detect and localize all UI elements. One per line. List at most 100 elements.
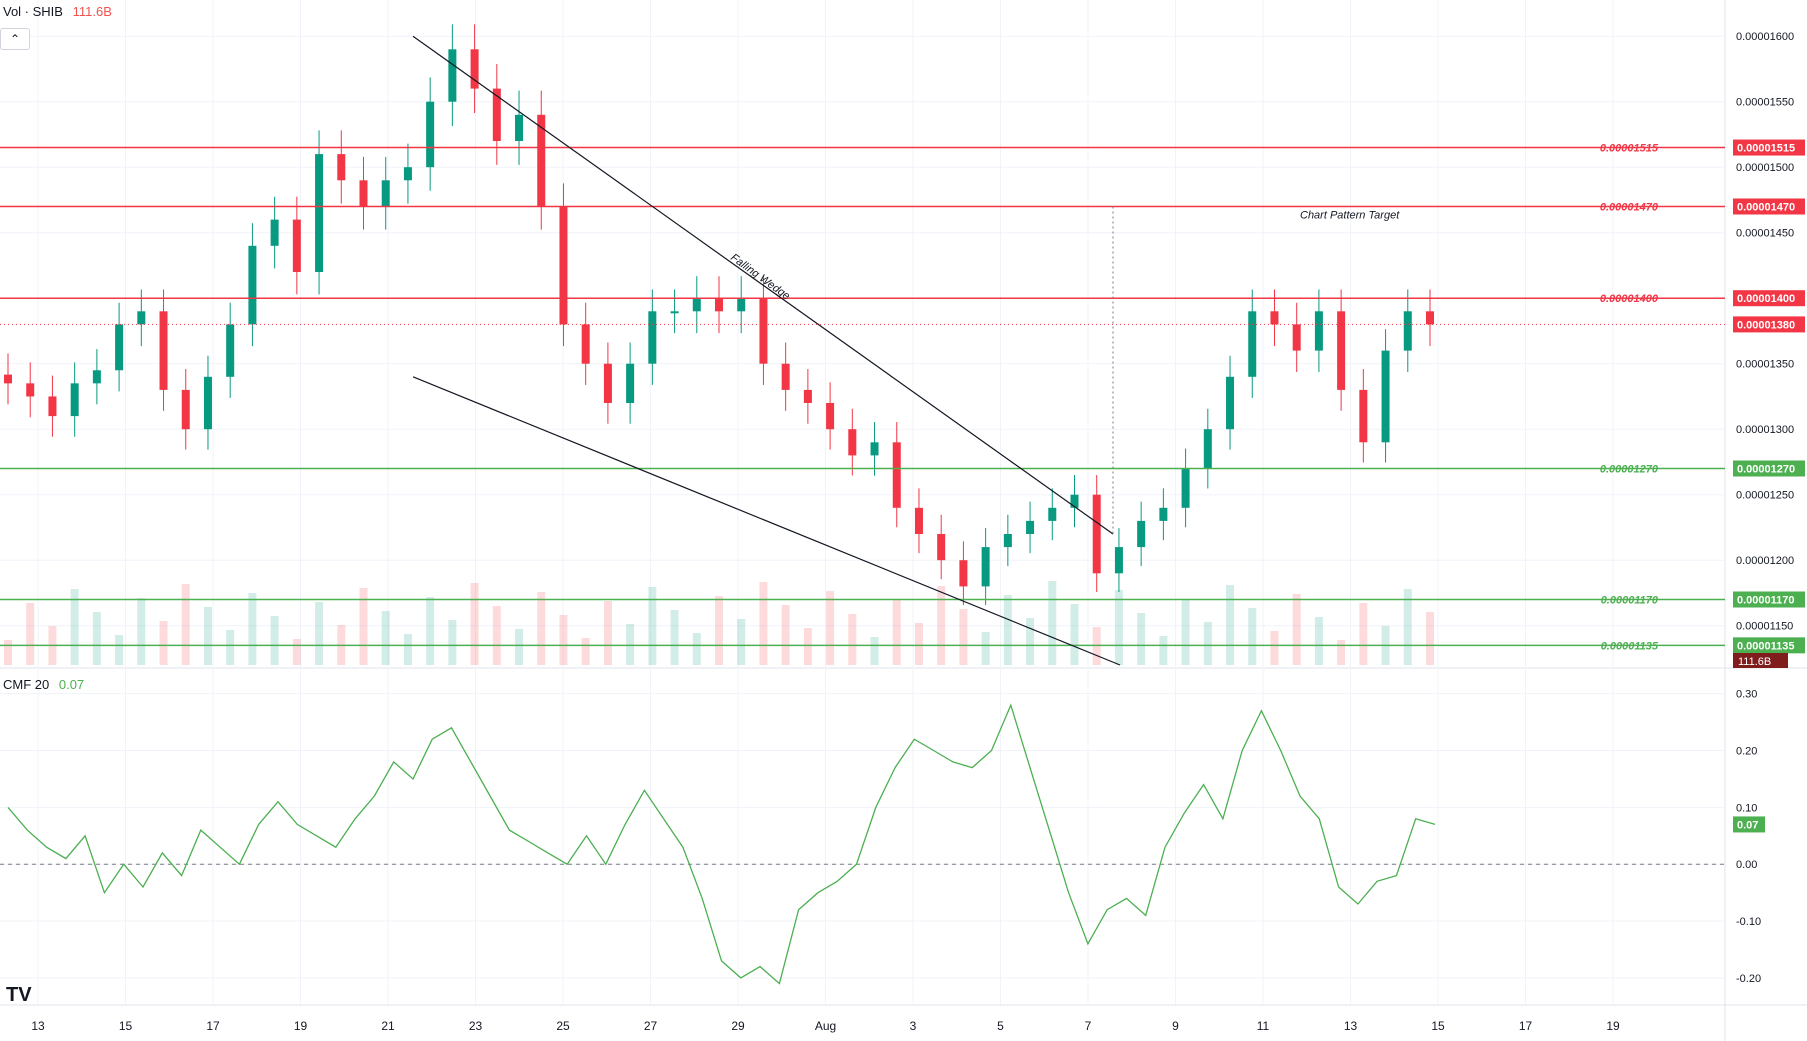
candle-body xyxy=(1026,520,1035,534)
time-tick-label: 27 xyxy=(644,1019,658,1033)
volume-bar xyxy=(1159,636,1168,665)
volume-bar xyxy=(137,598,146,665)
time-tick-label: 13 xyxy=(31,1019,45,1033)
candle-body xyxy=(759,298,768,364)
time-tick-label: 11 xyxy=(1257,1019,1270,1033)
volume-bar xyxy=(914,623,923,665)
cmf-value-badge xyxy=(1733,816,1765,833)
cmf-tick-label: 0.10 xyxy=(1736,802,1757,814)
level-label: 0.00001170 xyxy=(1601,595,1659,607)
volume-bar xyxy=(892,600,901,665)
volume-bar xyxy=(537,592,546,665)
cmf-tick-label: -0.20 xyxy=(1736,973,1761,985)
candle-body xyxy=(1092,494,1101,574)
volume-bar xyxy=(270,616,279,665)
candle-body xyxy=(537,114,546,207)
volume-legend: Vol · SHIB 111.6B xyxy=(3,4,112,19)
cmf-tick-label: 0.30 xyxy=(1736,689,1757,701)
volume-bar xyxy=(1292,594,1301,665)
volume-bar xyxy=(715,596,723,665)
volume-bar xyxy=(1226,585,1235,665)
wedge-lower-line xyxy=(412,376,1121,666)
candle-body xyxy=(737,298,746,312)
volume-bar xyxy=(959,609,968,665)
price-tick-label: 0.00001500 xyxy=(1736,162,1794,174)
candle-body xyxy=(115,324,124,371)
volume-bar xyxy=(181,584,190,665)
time-tick-label: 5 xyxy=(997,1019,1004,1033)
candle-body xyxy=(92,370,101,384)
level-badge xyxy=(1733,290,1805,307)
candle-body xyxy=(1314,311,1323,351)
volume-bar xyxy=(626,624,635,665)
level-label: 0.00001135 xyxy=(1601,640,1659,652)
candle-body xyxy=(1048,507,1057,521)
candle-body xyxy=(1181,468,1190,508)
volume-label: Vol · SHIB xyxy=(3,4,63,19)
price-tick-label: 0.00001200 xyxy=(1736,555,1794,567)
volume-bar xyxy=(426,597,435,665)
price-tick-label: 0.00001250 xyxy=(1736,490,1794,502)
level-badge-text: 0.00001470 xyxy=(1737,202,1795,214)
level-badge xyxy=(1733,637,1805,654)
cmf-value: 0.07 xyxy=(58,677,85,692)
tradingview-logo: TV xyxy=(6,984,32,1006)
level-badge xyxy=(1733,591,1805,608)
level-badge xyxy=(1733,198,1805,215)
volume-bar xyxy=(248,593,257,665)
price-tick-label: 0.00001600 xyxy=(1736,31,1794,43)
candle-body xyxy=(137,311,146,325)
candle-body xyxy=(1270,311,1279,325)
volume-bar xyxy=(4,640,12,665)
volume-bar xyxy=(92,612,101,665)
candle-body xyxy=(4,374,12,384)
candle-body xyxy=(870,442,879,456)
volume-bar xyxy=(159,621,168,665)
level-badge xyxy=(1733,460,1805,477)
volume-bar xyxy=(1314,617,1323,665)
candle-body xyxy=(270,219,279,246)
time-tick-label: 19 xyxy=(294,1019,308,1033)
time-tick-label: Aug xyxy=(815,1019,836,1033)
price-tick-label: 0.00001450 xyxy=(1736,228,1794,240)
cmf-legend: CMF 20 0.07 xyxy=(3,677,84,692)
volume-bar xyxy=(870,637,879,665)
volume-bar xyxy=(1003,595,1012,665)
candle-body xyxy=(492,88,501,141)
volume-bar xyxy=(1137,613,1146,665)
level-badge-text: 0.00001270 xyxy=(1737,464,1795,476)
level-badge xyxy=(1733,139,1805,156)
volume-bar xyxy=(359,588,368,665)
candle-body xyxy=(26,383,35,397)
volume-bar xyxy=(1026,618,1035,665)
level-badge-text: 0.00001135 xyxy=(1737,640,1795,652)
chevron-up-icon[interactable]: ⌃ xyxy=(0,28,30,50)
candle-body xyxy=(559,206,568,325)
candle-body xyxy=(715,298,723,312)
volume-badge xyxy=(1733,653,1788,668)
time-tick-label: 25 xyxy=(556,1019,570,1033)
volume-bar xyxy=(737,619,746,665)
volume-bar xyxy=(26,603,35,665)
candle-body xyxy=(937,534,946,561)
time-tick-label: 17 xyxy=(1519,1019,1533,1033)
candle-body xyxy=(315,154,324,272)
candle-body xyxy=(781,363,790,390)
level-label: 0.00001400 xyxy=(1600,293,1659,305)
volume-bar xyxy=(603,601,612,665)
cmf-tick-label: -0.10 xyxy=(1736,916,1761,928)
volume-bar xyxy=(381,611,390,665)
volume-bar xyxy=(826,591,835,665)
candle-body xyxy=(626,363,635,403)
volume-bar xyxy=(492,606,501,665)
volume-bar xyxy=(226,630,235,665)
candle-body xyxy=(181,389,190,430)
volume-bar xyxy=(1337,640,1346,665)
price-tick-label: 0.00001350 xyxy=(1736,359,1794,371)
time-tick-label: 23 xyxy=(469,1019,483,1033)
level-label: 0.00001470 xyxy=(1600,202,1659,214)
candle-body xyxy=(692,298,701,312)
candle-body xyxy=(1248,311,1257,377)
